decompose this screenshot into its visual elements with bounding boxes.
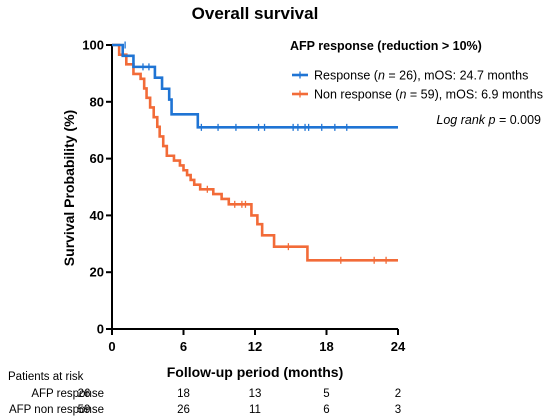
risk-row-label: AFP non response bbox=[9, 404, 104, 416]
risk-count: 59 bbox=[78, 404, 91, 416]
y-tick-label: 80 bbox=[90, 94, 104, 109]
x-axis-title: Follow-up period (months) bbox=[167, 364, 344, 380]
risk-count: 3 bbox=[395, 404, 401, 416]
log-rank-value: = 0.009 bbox=[495, 113, 541, 127]
y-tick-label: 20 bbox=[90, 265, 104, 280]
log-rank-annotation: Log rank p = 0.009 bbox=[436, 113, 541, 127]
survival-curves bbox=[112, 41, 398, 264]
x-tick-label: 18 bbox=[319, 339, 333, 354]
axes: 0 20 40 60 80 100 0 6 12 18 24 bbox=[82, 38, 406, 355]
risk-count: 13 bbox=[249, 388, 262, 400]
chart-title: Overall survival bbox=[192, 4, 319, 23]
risk-count: 5 bbox=[323, 388, 329, 400]
log-rank-p-symbol: p bbox=[488, 113, 496, 127]
legend-title: AFP response (reduction > 10%) bbox=[290, 39, 482, 53]
y-tick-label: 100 bbox=[82, 38, 104, 53]
log-rank-label: Log rank bbox=[436, 113, 488, 127]
response-survival-curve bbox=[112, 43, 398, 129]
y-axis-title: Survival Probability (%) bbox=[61, 110, 77, 266]
risk-count: 6 bbox=[323, 404, 329, 416]
risk-row-label: AFP response bbox=[31, 388, 104, 400]
risk-count: 11 bbox=[249, 404, 261, 416]
risk-count: 26 bbox=[177, 404, 190, 416]
x-tick-label: 12 bbox=[248, 339, 262, 354]
non-response-legend-label: Non response (n = 59), mOS: 6.9 months bbox=[314, 88, 543, 102]
y-tick-label: 40 bbox=[90, 208, 104, 223]
x-tick-label: 24 bbox=[391, 339, 406, 354]
x-tick-label: 0 bbox=[108, 339, 115, 354]
x-tick-label: 6 bbox=[180, 339, 187, 354]
risk-count: 18 bbox=[177, 388, 190, 400]
risk-count: 2 bbox=[395, 388, 401, 400]
risk-count: 26 bbox=[78, 388, 91, 400]
response-legend-label: Response (n = 26), mOS: 24.7 months bbox=[314, 69, 528, 83]
non-response-survival-curve bbox=[112, 43, 398, 262]
y-tick-label: 60 bbox=[90, 151, 104, 166]
y-tick-label: 0 bbox=[97, 322, 104, 337]
risk-table-header: Patients at risk bbox=[8, 371, 84, 383]
legend: Response (n = 26), mOS: 24.7 months Non r… bbox=[292, 69, 543, 102]
